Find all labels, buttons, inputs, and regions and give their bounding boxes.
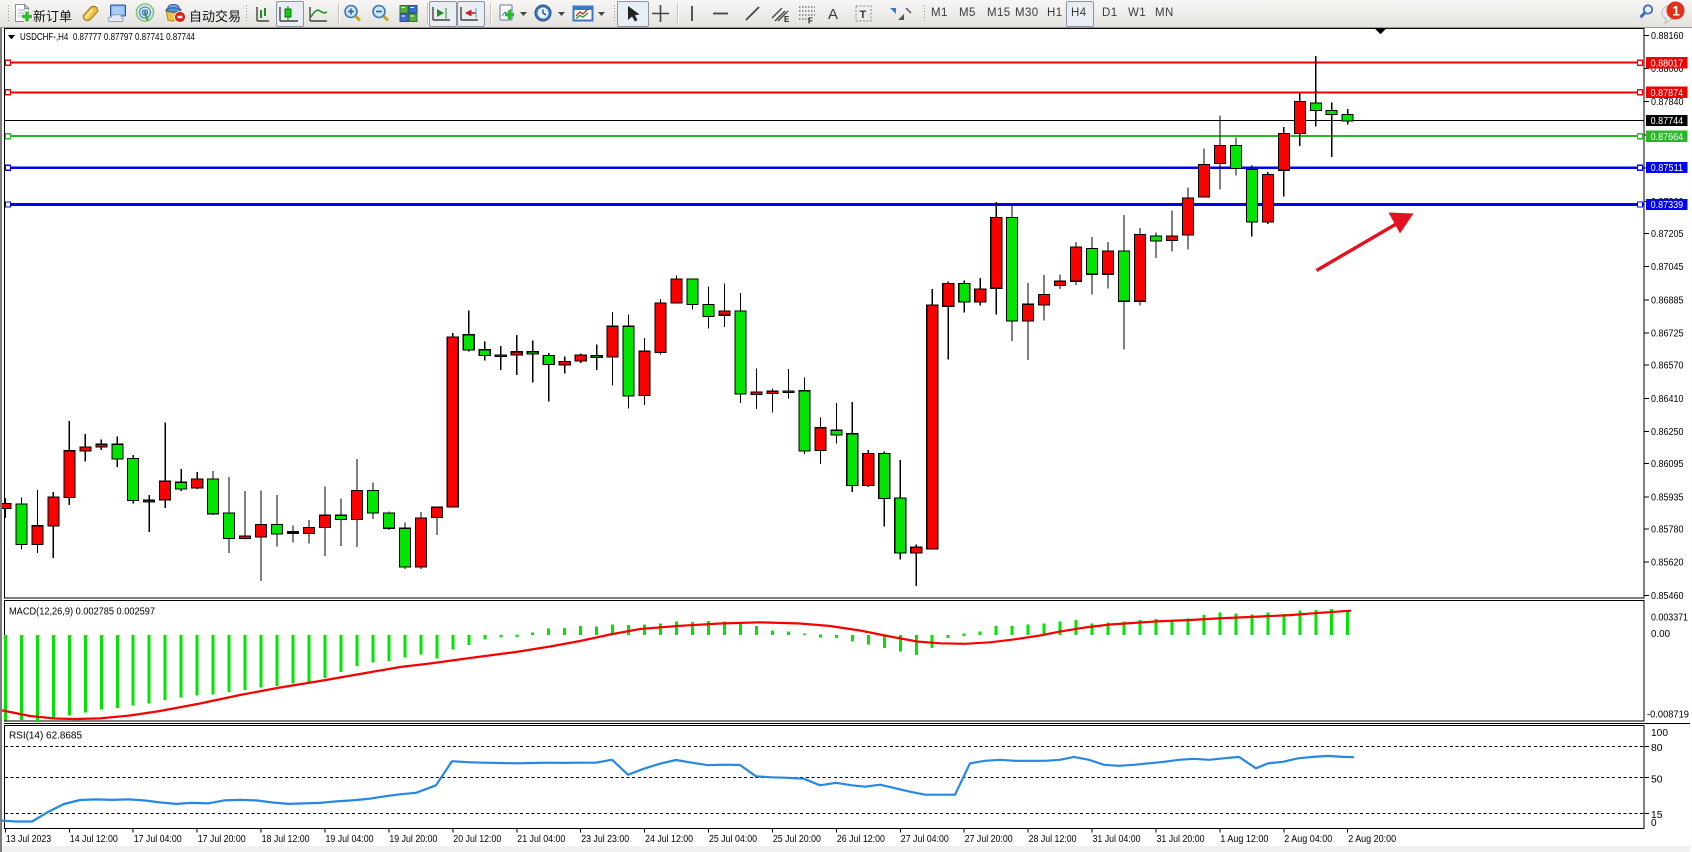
svg-text:27 Jul 20:00: 27 Jul 20:00: [965, 834, 1013, 845]
svg-text:0.003371: 0.003371: [1651, 613, 1688, 624]
svg-text:A: A: [828, 6, 838, 23]
svg-text:19 Jul 04:00: 19 Jul 04:00: [326, 834, 374, 845]
svg-text:19 Jul 20:00: 19 Jul 20:00: [389, 834, 437, 845]
svg-text:50: 50: [1651, 775, 1663, 786]
svg-text:25 Jul 04:00: 25 Jul 04:00: [709, 834, 757, 845]
svg-text:27 Jul 04:00: 27 Jul 04:00: [901, 834, 949, 845]
svg-text:0.86885: 0.86885: [1651, 295, 1684, 306]
svg-text:14 Jul 12:00: 14 Jul 12:00: [70, 834, 118, 845]
svg-text:31 Jul 20:00: 31 Jul 20:00: [1157, 834, 1205, 845]
svg-text:23 Jul 23:00: 23 Jul 23:00: [581, 834, 629, 845]
svg-text:0.88160: 0.88160: [1651, 31, 1684, 42]
svg-text:0.87511: 0.87511: [1651, 163, 1684, 174]
svg-text:31 Jul 04:00: 31 Jul 04:00: [1093, 834, 1141, 845]
svg-text:0.85460: 0.85460: [1651, 591, 1684, 602]
svg-text:F: F: [808, 17, 813, 26]
svg-text:0.87874: 0.87874: [1651, 88, 1684, 99]
svg-text:0: 0: [1651, 818, 1657, 829]
svg-text:15: 15: [1651, 810, 1663, 821]
svg-text:17 Jul 04:00: 17 Jul 04:00: [134, 834, 182, 845]
svg-text:100: 100: [1651, 728, 1668, 739]
svg-text:2 Aug 04:00: 2 Aug 04:00: [1284, 834, 1332, 845]
svg-text:0.00: 0.00: [1651, 629, 1670, 640]
svg-text:25 Jul 20:00: 25 Jul 20:00: [773, 834, 821, 845]
svg-text:0.87205: 0.87205: [1651, 229, 1684, 240]
svg-text:24 Jul 12:00: 24 Jul 12:00: [645, 834, 693, 845]
svg-text:13 Jul 2023: 13 Jul 2023: [6, 834, 52, 845]
svg-text:-0.008719: -0.008719: [1647, 710, 1689, 721]
svg-text:USDCHF-,H4 0.87777 0.87797 0.: USDCHF-,H4 0.87777 0.87797 0.87741 0.877…: [20, 32, 195, 43]
svg-text:28 Jul 12:00: 28 Jul 12:00: [1029, 834, 1077, 845]
svg-text:0.87339: 0.87339: [1651, 200, 1684, 211]
svg-text:18 Jul 12:00: 18 Jul 12:00: [262, 834, 310, 845]
svg-text:0.87664: 0.87664: [1651, 132, 1684, 143]
svg-text:0.86095: 0.86095: [1651, 459, 1684, 470]
svg-text:0.86570: 0.86570: [1651, 361, 1684, 372]
svg-text:RSI(14) 62.8685: RSI(14) 62.8685: [9, 731, 82, 742]
svg-text:0.87744: 0.87744: [1651, 116, 1684, 127]
svg-text:E: E: [784, 15, 790, 24]
svg-text:0.87840: 0.87840: [1651, 97, 1684, 108]
svg-text:0.88000: 0.88000: [1651, 64, 1684, 75]
svg-text:0.86410: 0.86410: [1651, 394, 1684, 405]
svg-text:0.88017: 0.88017: [1651, 58, 1684, 69]
svg-text:17 Jul 20:00: 17 Jul 20:00: [198, 834, 246, 845]
svg-text:T: T: [860, 9, 867, 21]
svg-text:0.85780: 0.85780: [1651, 524, 1684, 535]
svg-text:2 Aug 20:00: 2 Aug 20:00: [1348, 834, 1396, 845]
svg-text:1 Aug 12:00: 1 Aug 12:00: [1220, 834, 1268, 845]
svg-text:MACD(12,26,9) 0.002785 0.00259: MACD(12,26,9) 0.002785 0.002597: [9, 607, 155, 618]
svg-text:20 Jul 12:00: 20 Jul 12:00: [453, 834, 501, 845]
svg-text:0.86250: 0.86250: [1651, 427, 1684, 438]
svg-text:1: 1: [1672, 4, 1680, 19]
svg-text:21 Jul 04:00: 21 Jul 04:00: [517, 834, 565, 845]
svg-text:0.87045: 0.87045: [1651, 262, 1684, 273]
svg-text:80: 80: [1651, 743, 1663, 754]
svg-text:0.85620: 0.85620: [1651, 558, 1684, 569]
svg-text:26 Jul 12:00: 26 Jul 12:00: [837, 834, 885, 845]
svg-text:0.86725: 0.86725: [1651, 329, 1684, 340]
svg-text:0.85935: 0.85935: [1651, 492, 1684, 503]
